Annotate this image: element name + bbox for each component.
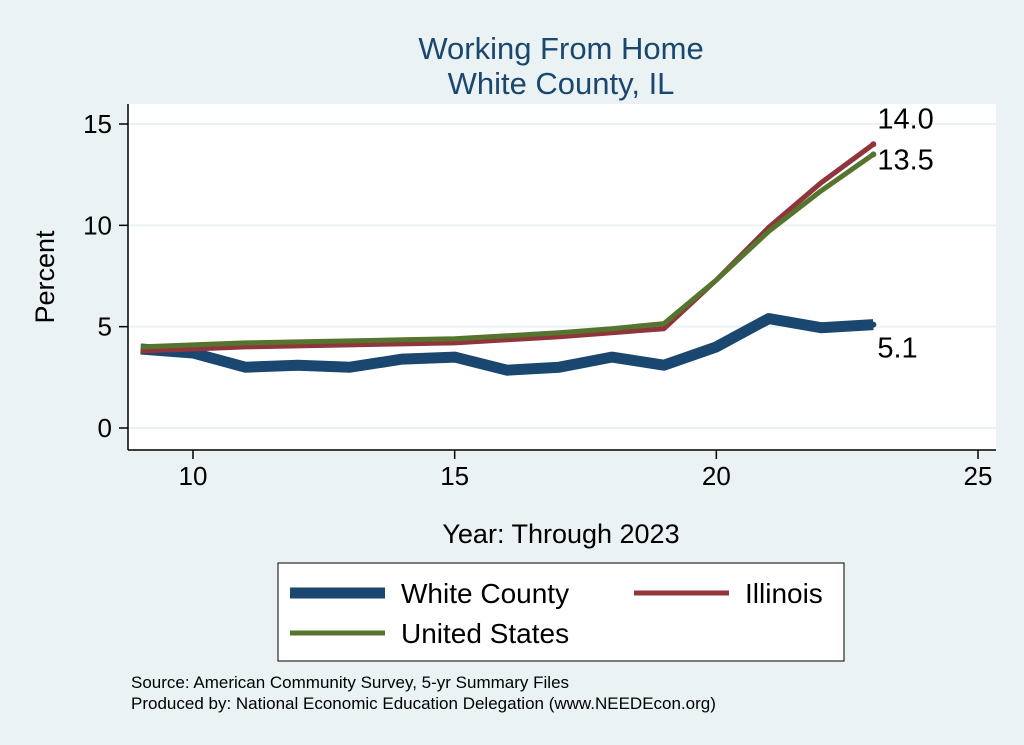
plot-area (128, 104, 996, 450)
y-tick-label-15: 15 (83, 109, 112, 139)
x-tick-label-20: 20 (702, 461, 731, 491)
y-tick-label-0: 0 (98, 413, 112, 443)
series-line-white-county (140, 313, 874, 376)
series-end-point-illinois (870, 141, 877, 148)
x-tick-label-15: 15 (440, 461, 469, 491)
end-label-illinois: 14.0 (877, 103, 933, 135)
end-label-united-states: 13.5 (877, 144, 933, 176)
legend-label-united-states: United States (401, 618, 569, 649)
legend: White County Illinois United States (277, 562, 845, 662)
y-tick-label-10: 10 (83, 210, 112, 240)
x-tick-label-25: 25 (964, 461, 993, 491)
chart-title: Working From Home (418, 31, 703, 66)
series-line-united-states (140, 152, 875, 350)
series-end-point-white-county (870, 321, 877, 328)
axes: 0 5 10 15 10 15 20 25 (83, 104, 996, 491)
source-note: Source: American Community Survey, 5-yr … (131, 673, 569, 692)
end-labels: 5.1 14.0 13.5 (877, 103, 933, 364)
legend-label-illinois: Illinois (745, 578, 823, 609)
end-label-white-county: 5.1 (877, 333, 917, 365)
producer-note: Produced by: National Economic Education… (131, 694, 716, 713)
series-end-point-united-states (870, 151, 877, 158)
legend-label-white-county: White County (401, 578, 569, 609)
y-tick-label-5: 5 (98, 312, 112, 342)
x-axis-label: Year: Through 2023 (442, 519, 679, 549)
legend-box (277, 562, 845, 662)
chart-subtitle: White County, IL (448, 66, 675, 101)
series-group (140, 141, 877, 376)
y-axis-label: Percent (30, 230, 60, 324)
x-tick-label-10: 10 (179, 461, 208, 491)
